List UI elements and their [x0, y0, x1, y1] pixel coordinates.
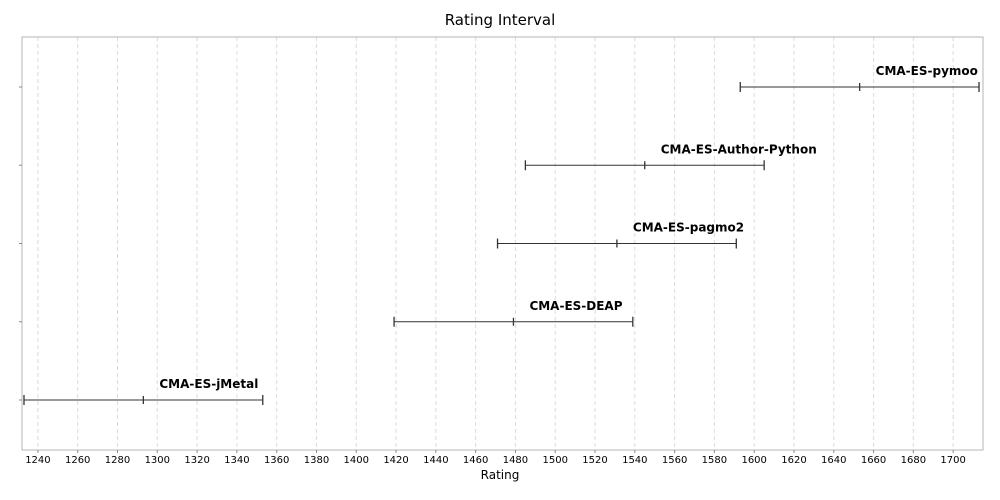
x-tick-label: 1500	[542, 455, 567, 466]
x-tick-label: 1700	[940, 455, 965, 466]
x-tick-label: 1680	[901, 455, 926, 466]
x-tick-label: 1240	[25, 455, 50, 466]
x-tick-label: 1620	[781, 455, 806, 466]
chart-title: Rating Interval	[444, 11, 556, 29]
x-tick-label: 1460	[463, 455, 488, 466]
series-label: CMA-ES-DEAP	[529, 299, 622, 313]
series-label: CMA-ES-pymoo	[876, 64, 978, 78]
x-tick-label: 1260	[65, 455, 90, 466]
x-tick-label: 1400	[344, 455, 369, 466]
x-tick-label: 1520	[582, 455, 607, 466]
x-tick-label: 1600	[741, 455, 766, 466]
series-label: CMA-ES-pagmo2	[633, 221, 744, 235]
series-label: CMA-ES-Author-Python	[661, 142, 817, 156]
x-tick-label: 1640	[821, 455, 846, 466]
x-tick-label: 1380	[304, 455, 329, 466]
series-label: CMA-ES-jMetal	[159, 377, 258, 391]
x-tick-label: 1280	[105, 455, 130, 466]
x-tick-label: 1420	[383, 455, 408, 466]
x-tick-label: 1340	[224, 455, 249, 466]
x-tick-label: 1480	[503, 455, 528, 466]
x-tick-label: 1580	[702, 455, 727, 466]
x-tick-label: 1560	[662, 455, 687, 466]
x-tick-label: 1320	[184, 455, 209, 466]
x-tick-label: 1360	[264, 455, 289, 466]
x-tick-label: 1540	[622, 455, 647, 466]
x-tick-label: 1440	[423, 455, 448, 466]
x-axis-label: Rating	[480, 468, 520, 482]
x-tick-label: 1660	[861, 455, 886, 466]
x-tick-label: 1300	[145, 455, 170, 466]
